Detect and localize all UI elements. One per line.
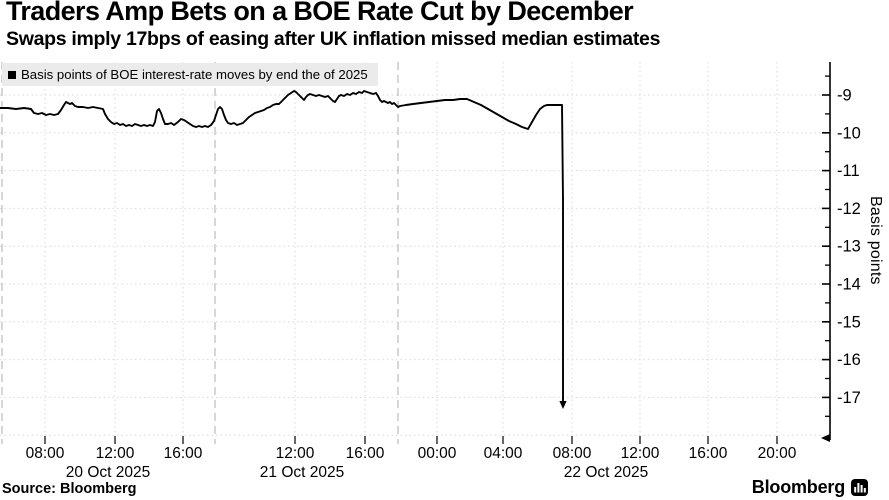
x-date-label: 22 Oct 2025 — [564, 464, 648, 481]
bloomberg-logo: Bloomberg — [752, 477, 868, 498]
x-tick-label: 08:00 — [26, 445, 65, 462]
bloomberg-wordmark: Bloomberg — [751, 477, 845, 497]
x-tick-label: 20:00 — [758, 445, 797, 462]
y-tick-label: -14 — [837, 276, 861, 294]
y-tick-label: -9 — [837, 87, 852, 105]
vertical-gridlines — [44, 62, 778, 436]
day-divider-lines — [1, 62, 399, 444]
series-polyline — [0, 90, 564, 404]
x-tick-label: 08:00 — [553, 445, 592, 462]
x-date-label: 20 Oct 2025 — [66, 464, 150, 481]
chart-legend: Basis points of BOE interest-rate moves … — [2, 63, 378, 86]
x-tick-label: 16:00 — [346, 445, 385, 462]
x-tick-label: 00:00 — [418, 445, 457, 462]
x-date-label: 21 Oct 2025 — [260, 464, 344, 481]
page-subtitle: Swaps imply 17bps of easing after UK inf… — [6, 28, 661, 50]
x-tick-label: 12:00 — [96, 445, 135, 462]
x-tick-label: 16:00 — [164, 445, 203, 462]
y-tick-label: -13 — [837, 238, 861, 256]
page-title: Traders Amp Bets on a BOE Rate Cut by De… — [6, 0, 634, 26]
data-series-line — [0, 90, 567, 409]
x-axis: 08:00 12:00 16:00 12:00 16:00 00:00 04:00 08:00… — [26, 436, 797, 481]
y-axis-title: Basis points — [867, 196, 884, 285]
x-tick-label: 04:00 — [484, 445, 523, 462]
series-end-arrow-icon — [559, 401, 567, 409]
y-tick-label: -16 — [837, 351, 861, 369]
legend-series-marker-icon — [8, 70, 16, 79]
y-tick-label: -12 — [837, 200, 861, 218]
horizontal-gridlines — [0, 94, 830, 436]
y-tick-label: -10 — [837, 124, 861, 142]
source-attribution: Source: Bloomberg — [2, 481, 137, 497]
bloomberg-terminal-icon — [851, 479, 868, 496]
legend-series-label: Basis points of BOE interest-rate moves … — [21, 67, 368, 82]
y-tick-label: -15 — [837, 313, 861, 331]
x-tick-label: 12:00 — [276, 445, 315, 462]
y-axis: -9 -10 -11 -12 -13 -14 -15 -16 -17 — [821, 62, 861, 442]
x-tick-label: 16:00 — [689, 445, 728, 462]
y-tick-label: -17 — [837, 389, 861, 407]
axis-end-arrow-icon — [821, 434, 830, 442]
y-tick-label: -11 — [837, 162, 860, 180]
x-tick-label: 12:00 — [621, 445, 660, 462]
